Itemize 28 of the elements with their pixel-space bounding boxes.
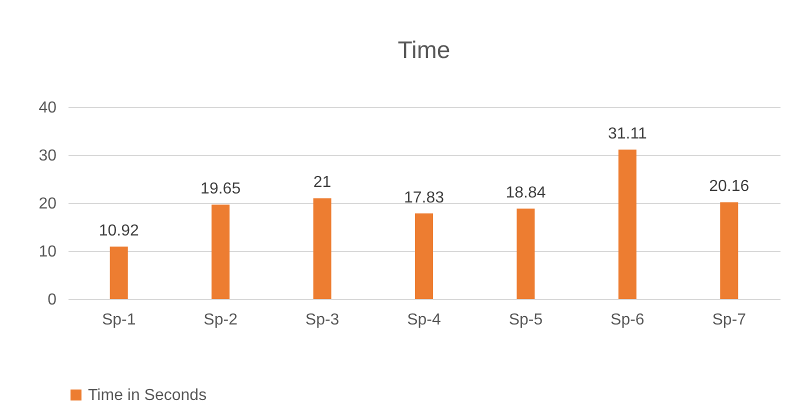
bar: [720, 202, 738, 299]
x-tick-label: Sp-6: [610, 312, 644, 328]
y-tick-label: 0: [48, 292, 57, 308]
bar: [212, 204, 230, 299]
data-label: 21: [313, 174, 332, 192]
x-tick-label: Sp-7: [712, 312, 746, 328]
y-tick-label: 20: [38, 196, 57, 212]
bar: [618, 150, 636, 299]
bar: [110, 246, 128, 299]
data-label: 20.16: [709, 178, 750, 196]
bar: [516, 208, 535, 299]
chart-title: Time: [398, 37, 450, 64]
bar: [415, 213, 433, 299]
y-tick-label: 10: [38, 244, 57, 260]
x-tick-label: Sp-5: [508, 312, 543, 328]
bar: [313, 198, 332, 299]
data-label: 18.84: [506, 184, 546, 202]
data-label: 17.83: [404, 189, 444, 206]
x-tick-label: Sp-3: [305, 312, 340, 328]
data-label: 31.11: [608, 126, 647, 143]
x-tick-label: Sp-4: [407, 312, 441, 328]
data-label: 10.92: [98, 222, 139, 240]
legend-label: Time in Seconds: [88, 387, 207, 404]
y-tick-label: 30: [38, 148, 57, 164]
x-tick-label: Sp-1: [102, 312, 136, 328]
y-tick-label: 40: [38, 100, 57, 116]
data-label: 19.65: [200, 180, 241, 198]
x-tick-label: Sp-2: [204, 312, 238, 328]
